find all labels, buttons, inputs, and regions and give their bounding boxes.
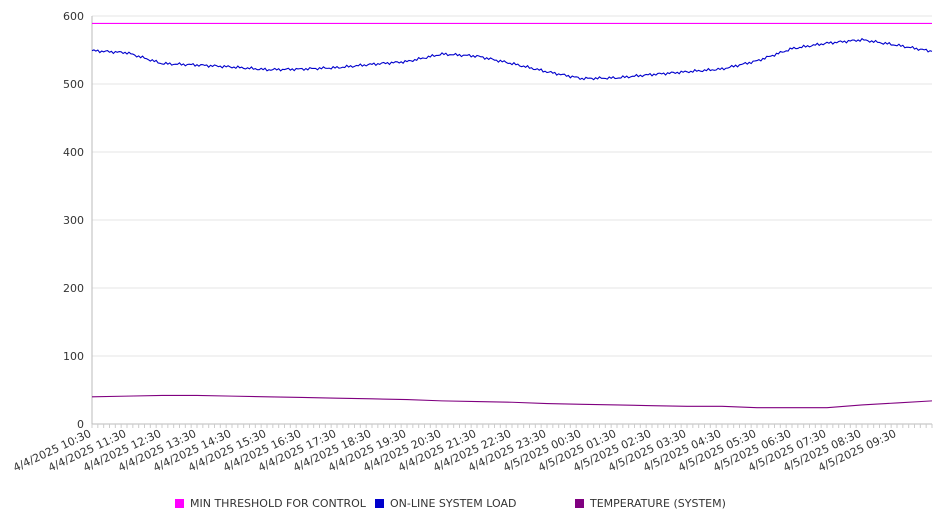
legend-label-min-threshold: MIN THRESHOLD FOR CONTROL xyxy=(190,497,366,510)
y-tick-label: 400 xyxy=(63,146,84,159)
legend-swatch-min-threshold xyxy=(175,499,184,508)
series-line-temperature-system xyxy=(91,394,933,409)
y-tick-label: 0 xyxy=(77,418,84,431)
y-tick-label: 300 xyxy=(63,214,84,227)
series-lines xyxy=(91,22,933,409)
legend-item-min-threshold: MIN THRESHOLD FOR CONTROL xyxy=(175,497,366,510)
legend-item-temperature: TEMPERATURE (SYSTEM) xyxy=(575,497,726,510)
legend-label-system-load: ON-LINE SYSTEM LOAD xyxy=(390,497,517,510)
axes xyxy=(91,16,933,428)
x-tick-labels: 4/4/2025 10:304/4/2025 11:304/4/2025 12:… xyxy=(11,427,898,475)
y-tick-labels: 0 100 200 300 400 500 600 xyxy=(63,10,84,431)
series-line-on-line-system-load xyxy=(91,37,933,81)
legend-swatch-temperature xyxy=(575,499,584,508)
gridlines xyxy=(92,15,932,357)
legend-swatch-system-load xyxy=(375,499,384,508)
legend-label-temperature: TEMPERATURE (SYSTEM) xyxy=(590,497,726,510)
legend-item-system-load: ON-LINE SYSTEM LOAD xyxy=(375,497,516,510)
y-tick-label: 500 xyxy=(63,78,84,91)
legend: MIN THRESHOLD FOR CONTROL ON-LINE SYSTEM… xyxy=(0,497,946,515)
y-tick-label: 200 xyxy=(63,282,84,295)
y-tick-label: 100 xyxy=(63,350,84,363)
y-tick-label: 600 xyxy=(63,10,84,23)
